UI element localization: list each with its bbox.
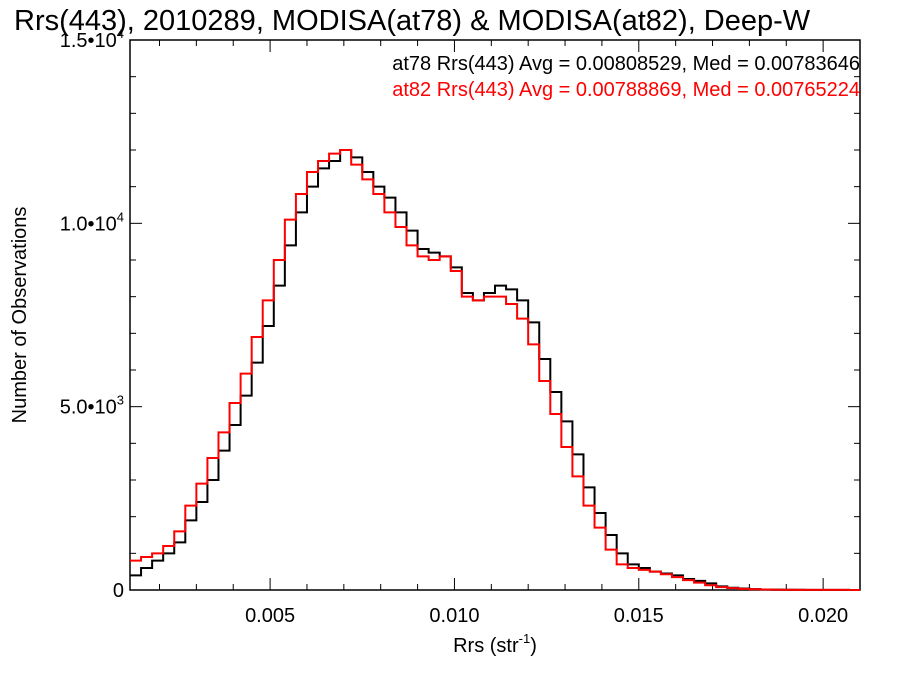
y-tick-label: 5.0•103 [60,393,124,419]
y-axis-ticks: 0 5.0•103 1.0•104 1.5•104 [60,26,860,602]
y-tick-label: 0 [113,580,124,602]
y-tick-label: 1.5•104 [60,26,124,52]
x-tick-label: 0.020 [798,605,848,627]
plot-frame [129,39,861,591]
series-layer [130,149,860,591]
legend-entry-at78: at78 Rrs(443) Avg = 0.00808529, Med = 0.… [392,53,860,75]
x-axis-label: Rrs (str-1) [453,631,537,657]
y-tick-label: 1.0•104 [60,209,124,235]
x-tick-label: 0.010 [429,605,479,627]
series-line-at82 [130,149,860,591]
y-axis-label: Number of Observations [9,207,31,424]
x-tick-label: 0.015 [614,605,664,627]
x-axis-ticks: 0.005 0.010 0.015 0.020 [158,40,861,627]
chart-title: Rrs(443), 2010289, MODISA(at78) & MODISA… [14,5,811,37]
legend-entry-at82: at82 Rrs(443) Avg = 0.00788869, Med = 0.… [392,79,860,101]
series-line-at78 [130,149,860,591]
x-tick-label: 0.005 [245,605,295,627]
